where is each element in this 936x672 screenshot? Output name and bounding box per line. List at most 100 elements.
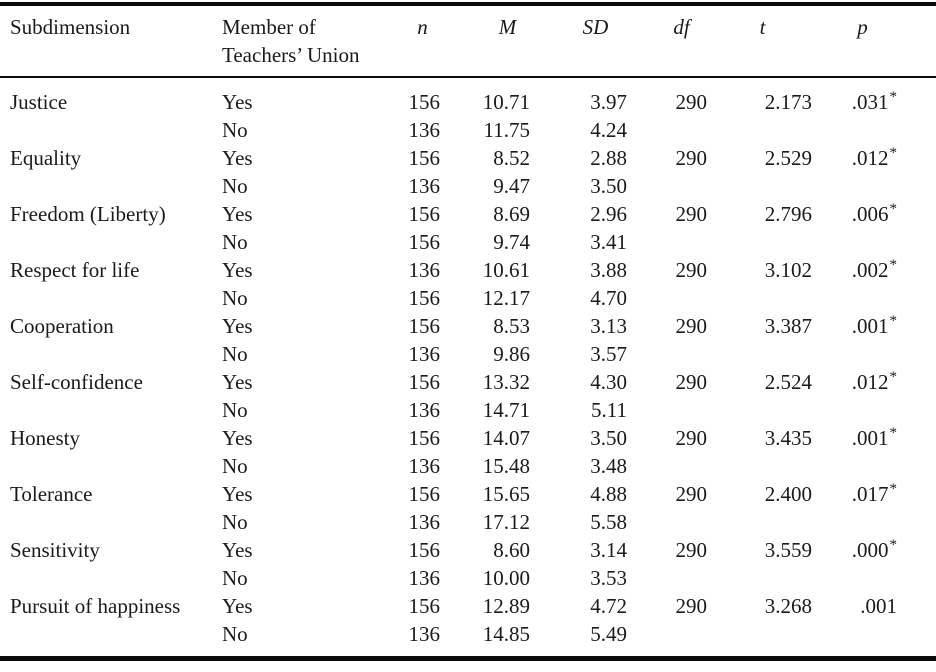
cell-n: 156: [408, 314, 441, 338]
cell-sd: 3.13: [590, 314, 627, 338]
cell-sd: 4.30: [590, 370, 627, 394]
cell-m: 10.71: [482, 90, 530, 114]
cell-m: 8.52: [493, 146, 530, 170]
cell-m: 10.61: [482, 258, 530, 282]
cell-df: [630, 564, 710, 592]
cell-subdimension: [0, 284, 212, 312]
cell-sd: 2.96: [590, 202, 627, 226]
cell-m: 14.07: [482, 426, 530, 450]
cell-p: .000*: [815, 536, 936, 564]
cell-df: [630, 172, 710, 200]
cell-p: [815, 172, 936, 200]
cell-subdimension: [0, 452, 212, 480]
cell-m: 11.75: [483, 118, 530, 142]
col-header-n: n: [385, 6, 443, 78]
cell-p: [815, 564, 936, 592]
cell-sd: 5.11: [591, 398, 627, 422]
cell-sd: 4.72: [590, 594, 627, 618]
p-value: .031: [851, 90, 889, 114]
cell-sd: 3.41: [590, 230, 627, 254]
cell-subdimension: [0, 620, 212, 656]
p-value: .006: [851, 202, 889, 226]
cell-p: .012*: [815, 368, 936, 396]
cell-member: No: [222, 398, 248, 422]
cell-subdimension: Justice: [10, 90, 68, 114]
cell-df: 290: [675, 370, 708, 394]
cell-member: Yes: [222, 202, 253, 226]
table-row: No 136 9.86 3.57: [0, 340, 936, 368]
cell-n: 136: [408, 454, 441, 478]
significance-asterisk: *: [889, 313, 898, 329]
cell-t: [710, 284, 815, 312]
p-value: .012: [851, 370, 889, 394]
table-row: Honesty Yes 156 14.07 3.50 290 3.435.001*: [0, 424, 936, 452]
cell-m: 9.47: [493, 174, 530, 198]
cell-p: .017*: [815, 480, 936, 508]
cell-sd: 4.70: [590, 286, 627, 310]
table-row: No 156 9.74 3.41: [0, 228, 936, 256]
cell-t: 3.102: [764, 258, 812, 282]
p-value: .001: [851, 314, 889, 338]
cell-subdimension: Self-confidence: [10, 370, 143, 394]
cell-p: [815, 340, 936, 368]
cell-t: 3.559: [764, 538, 812, 562]
cell-df: 290: [675, 594, 708, 618]
cell-sd: 3.53: [590, 566, 627, 590]
cell-p: .001*: [815, 424, 936, 452]
cell-p: [815, 116, 936, 144]
cell-n: 136: [408, 622, 441, 646]
cell-p: [815, 620, 936, 656]
cell-subdimension: Pursuit of happiness: [10, 594, 181, 618]
col-header-m: M: [443, 6, 533, 78]
cell-n: 156: [408, 538, 441, 562]
cell-sd: 2.88: [590, 146, 627, 170]
cell-n: 136: [408, 174, 441, 198]
cell-m: 8.69: [493, 202, 530, 226]
cell-n: 156: [408, 230, 441, 254]
col-header-subdimension: Subdimension: [0, 6, 212, 78]
cell-sd: 3.14: [590, 538, 627, 562]
cell-p: .002*: [815, 256, 936, 284]
cell-p: .012*: [815, 144, 936, 172]
cell-member: No: [222, 118, 248, 142]
cell-t: [710, 228, 815, 256]
cell-df: 290: [675, 426, 708, 450]
cell-sd: 4.24: [590, 118, 627, 142]
cell-df: 290: [675, 90, 708, 114]
table-row: No 136 9.47 3.50: [0, 172, 936, 200]
cell-n: 156: [408, 482, 441, 506]
cell-n: 156: [408, 146, 441, 170]
cell-m: 15.48: [482, 454, 530, 478]
cell-member: No: [222, 510, 248, 534]
cell-df: [630, 228, 710, 256]
table-row: No 136 11.75 4.24: [0, 116, 936, 144]
table-row: Self-confidence Yes 156 13.32 4.30 290 2.524.0…: [0, 368, 936, 396]
cell-member: Yes: [222, 370, 253, 394]
table-row: No 136 14.85 5.49: [0, 620, 936, 656]
cell-t: 2.173: [764, 90, 812, 114]
cell-p: .001*: [815, 312, 936, 340]
cell-t: 3.268: [764, 594, 812, 618]
cell-t: [710, 172, 815, 200]
cell-m: 9.74: [493, 230, 530, 254]
cell-subdimension: Tolerance: [10, 482, 93, 506]
cell-df: 290: [675, 146, 708, 170]
cell-m: 8.60: [493, 538, 530, 562]
col-header-member: Member of Teachers’ Union: [212, 6, 385, 78]
table-row: No 136 14.71 5.11: [0, 396, 936, 424]
col-header-member-line2: Teachers’ Union: [222, 43, 360, 67]
cell-df: [630, 620, 710, 656]
results-table: Subdimension Member of Teachers’ Union n…: [0, 6, 936, 656]
cell-member: No: [222, 566, 248, 590]
cell-member: Yes: [222, 426, 253, 450]
cell-t: 2.529: [764, 146, 812, 170]
significance-asterisk: *: [889, 369, 898, 385]
table-row: Sensitivity Yes 156 8.60 3.14 290 3.559.000*: [0, 536, 936, 564]
cell-member: No: [222, 454, 248, 478]
cell-p: .006*: [815, 200, 936, 228]
p-value: .002: [851, 258, 889, 282]
cell-subdimension: Equality: [10, 146, 82, 170]
col-header-t: t: [710, 6, 815, 78]
cell-p: [815, 508, 936, 536]
